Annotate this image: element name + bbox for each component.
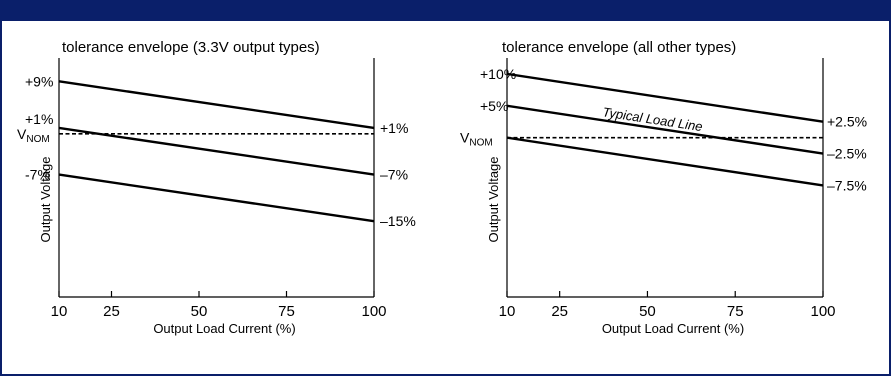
right-value-label: –7.5%	[827, 177, 867, 193]
right-value-label: –7%	[380, 167, 408, 183]
series-line-1	[58, 80, 375, 130]
x-axis-label: Output Load Current (%)	[153, 321, 295, 336]
nominal-label: VNOM	[17, 126, 50, 145]
x-tick-label: 50	[191, 303, 208, 320]
x-tick-label: 25	[551, 303, 568, 320]
right-value-label: +1%	[380, 120, 408, 136]
chart-panel-1: tolerance envelope (3.3V output types) 10…	[17, 39, 416, 336]
chart-title: tolerance envelope (3.3V output types)	[62, 39, 320, 56]
left-value-label: +9%	[25, 73, 53, 89]
x-tick-label: 100	[810, 303, 835, 320]
x-tick-label: 10	[51, 303, 68, 320]
left-value-label: +5%	[480, 98, 508, 114]
y-axis-label: Output Voltage	[486, 156, 501, 242]
series-line-2	[506, 104, 824, 155]
x-axis-label: Output Load Current (%)	[602, 321, 744, 336]
x-tick-label: 25	[103, 303, 120, 320]
series-line-3	[506, 136, 824, 187]
typical-load-line-annotation: Typical Load Line	[602, 104, 704, 134]
x-tick-label: 50	[639, 303, 656, 320]
right-value-label: +2.5%	[827, 114, 867, 130]
chart-panel-2: tolerance envelope (all other types) 10 25…	[460, 39, 867, 336]
right-value-label: –2.5%	[827, 146, 867, 162]
left-value-label: +1%	[25, 111, 53, 127]
nominal-label: VNOM	[460, 130, 493, 149]
x-tick-label: 75	[278, 303, 295, 320]
series-line-2	[58, 126, 375, 176]
x-tick-label: 10	[499, 303, 516, 320]
chart-title: tolerance envelope (all other types)	[502, 39, 736, 56]
left-value-label: -7%	[25, 167, 50, 183]
x-tick-label: 75	[727, 303, 744, 320]
right-value-label: –15%	[380, 213, 416, 229]
x-tick-label: 100	[361, 303, 386, 320]
series-line-1	[506, 72, 824, 123]
y-axis-label: Output Voltage	[38, 156, 53, 242]
left-value-label: +10%	[480, 66, 516, 82]
series-line-3	[58, 173, 375, 223]
